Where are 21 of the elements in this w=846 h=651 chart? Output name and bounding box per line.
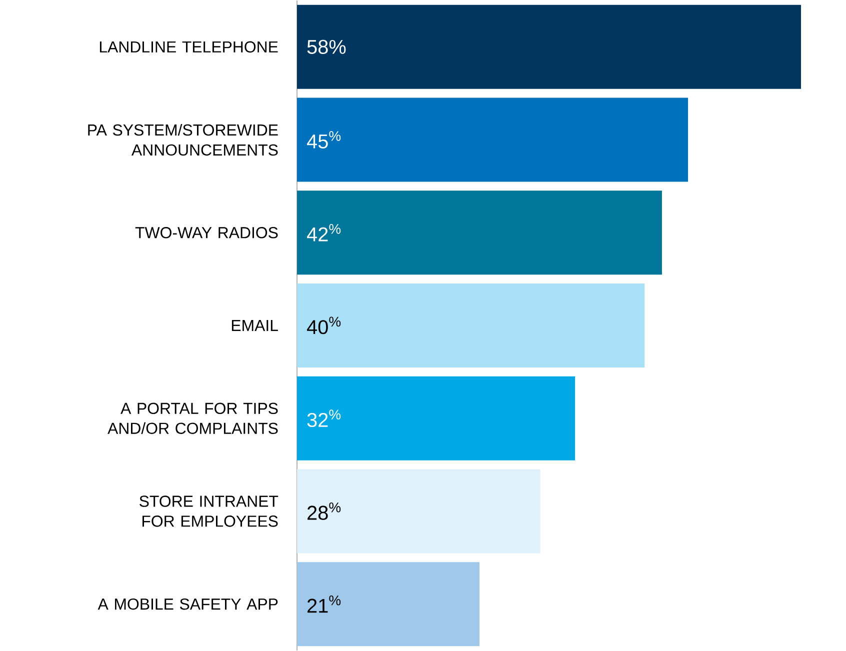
y-tick-label: EMAIL (232, 320, 278, 331)
data-label: 42$^{%}$ (306, 224, 341, 242)
data-label: 58% (307, 40, 346, 54)
y-tick-label: A PORTAL FOR TIPS AND/OR COMPLAINTS (108, 402, 278, 434)
bar (297, 4, 802, 89)
y-tick-label: STORE INTRANET FOR EMPLOYEES (140, 496, 278, 527)
data-label: 21$^{%}$ (308, 595, 341, 613)
bar (297, 469, 540, 554)
y-tick-label: LANDLINE TELEPHONE (100, 41, 278, 53)
data-label: 32$^{%}$ (307, 410, 341, 428)
y-tick-label: A MOBILE SAFETY APP (98, 598, 278, 610)
bar (297, 284, 645, 368)
bar (297, 190, 662, 275)
data-label: 45$^{%}$ (306, 131, 341, 148)
y-tick-label: TWO-WAY RADIOS (135, 227, 278, 238)
data-label: 40$^{%}$ (306, 316, 341, 334)
bar (297, 98, 688, 182)
y-tick-label: PA SYSTEM/STOREWIDE ANNOUNCEMENTS (88, 124, 278, 156)
bar (297, 562, 480, 646)
data-label: 28$^{%}$ (308, 502, 341, 520)
bar (297, 376, 576, 460)
